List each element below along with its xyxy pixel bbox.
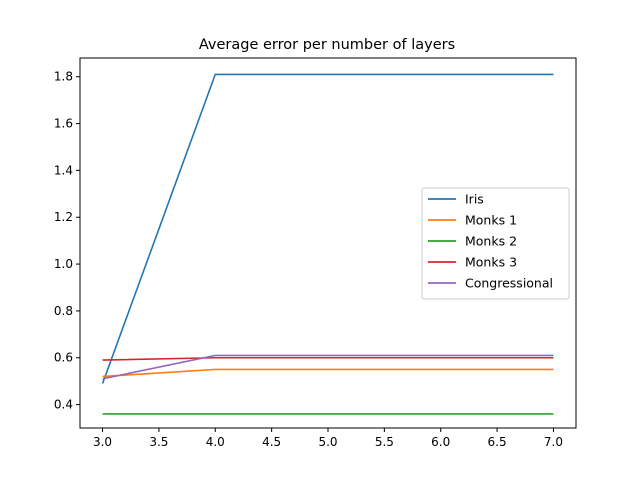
x-tick-label: 4.0 [206, 435, 225, 449]
y-tick-label: 1.0 [54, 257, 73, 271]
y-tick-label: 0.6 [54, 351, 73, 365]
y-tick-label: 1.6 [54, 117, 73, 131]
series-line-1 [101, 73, 554, 384]
series-line-4 [102, 356, 554, 361]
x-tick-label: 6.5 [488, 435, 507, 449]
legend-label: Monks 2 [465, 234, 517, 249]
chart-title: Average error per number of layers [199, 37, 455, 53]
y-tick-label: 0.4 [54, 398, 73, 412]
x-tick-label: 6.0 [431, 435, 450, 449]
x-tick-label: 4.5 [262, 435, 281, 449]
x-tick-label: 3.0 [93, 435, 112, 449]
x-tick-label: 3.5 [149, 435, 168, 449]
y-tick-label: 1.4 [54, 163, 73, 177]
y-tick-label: 0.8 [54, 304, 73, 318]
x-axis: 3.0 3.5 4.0 4.5 5.0 5.5 6.0 6.5 7.0 [93, 428, 563, 449]
legend-label: Iris [465, 192, 484, 207]
x-tick-label: 7.0 [544, 435, 563, 449]
y-tick-label: 1.2 [54, 210, 73, 224]
legend-label: Congressional [465, 276, 553, 291]
legend-box [421, 187, 570, 300]
legend: Iris Monks 1 Monks 2 Monks 3 Congressional [421, 187, 570, 300]
x-tick-label: 5.5 [375, 435, 394, 449]
y-axis: 0.4 0.6 0.8 1.0 1.2 1.4 1.6 1.8 [54, 70, 80, 412]
series-layer [101, 73, 554, 415]
x-tick-label: 5.0 [318, 435, 337, 449]
legend-label: Monks 3 [465, 255, 517, 270]
y-tick-label: 1.8 [54, 70, 73, 84]
series-line-2 [102, 368, 554, 378]
series-line-5 [102, 354, 554, 380]
legend-label: Monks 1 [465, 213, 517, 228]
